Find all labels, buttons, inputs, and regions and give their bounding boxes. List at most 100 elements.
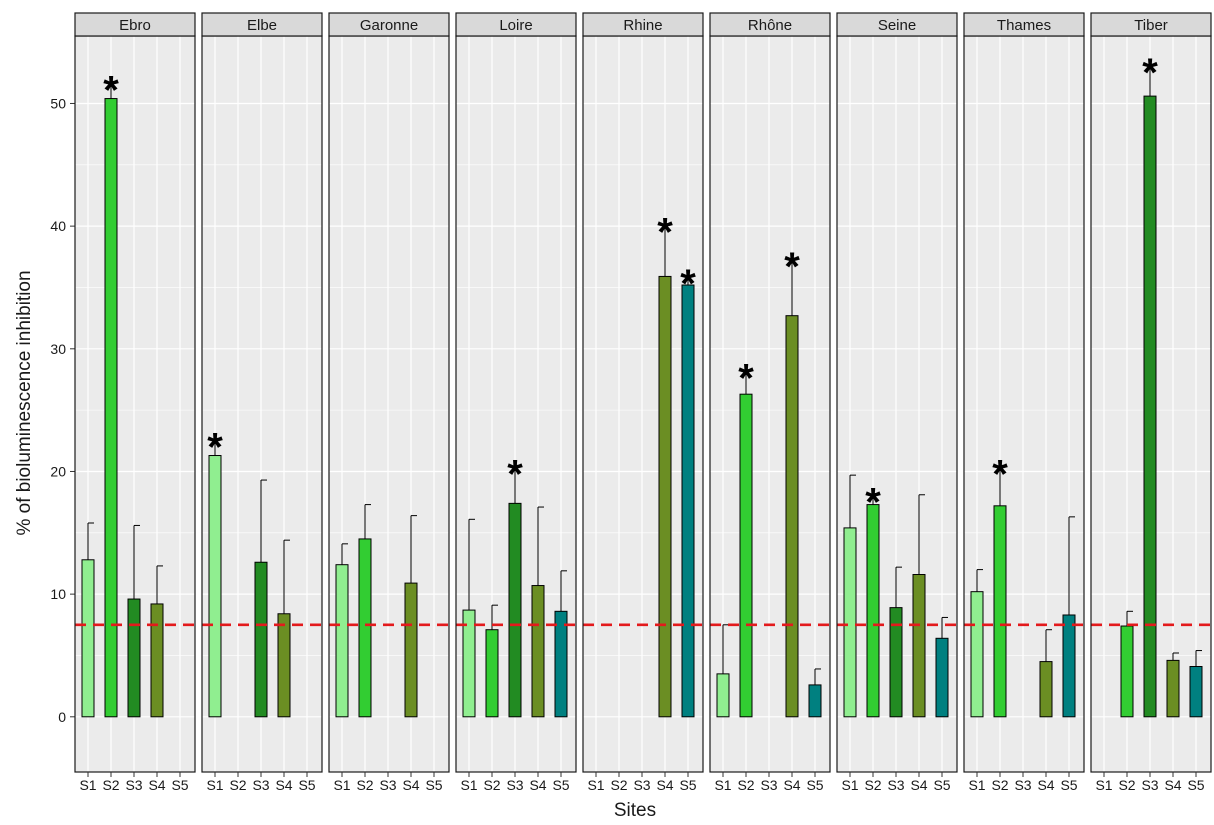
x-tick-label: S2	[991, 777, 1008, 793]
facet-strip-label: Rhône	[748, 17, 792, 34]
significance-marker: *	[784, 245, 800, 289]
x-tick-label: S5	[933, 777, 950, 793]
bar-ebro-s1	[81, 559, 95, 718]
bar-seine-s4	[912, 574, 926, 718]
x-tick-label: S4	[783, 777, 800, 793]
bar-ebro-s3	[127, 598, 141, 718]
x-tick-label: S3	[887, 777, 904, 793]
bar-ebro-s4	[150, 603, 164, 718]
bar-elbe-s1	[208, 455, 222, 718]
y-tick-label: 20	[50, 463, 66, 479]
bar-loire-s5	[554, 610, 568, 718]
facet-tiber: * Tiber S1 S2 S3 S4 S5	[1090, 12, 1212, 793]
bar-seine-s1	[843, 527, 857, 718]
bar-tiber-s5	[1189, 666, 1203, 718]
significance-marker: *	[507, 452, 523, 496]
bar-elbe-s4	[277, 613, 291, 718]
bar-rhône-s2	[739, 393, 753, 718]
bar-thames-s4	[1039, 661, 1053, 718]
bar-loire-s2	[485, 629, 499, 718]
panel-background	[329, 36, 449, 772]
facet-strip	[963, 12, 1085, 37]
facet-strip	[74, 12, 196, 37]
bar-thames-s5	[1062, 614, 1076, 718]
x-tick-label: S4	[402, 777, 419, 793]
bar-rhine-s4	[658, 275, 672, 718]
bar-thames-s1	[970, 591, 984, 718]
facet-elbe: * Elbe S1 S2 S3 S4 S5	[201, 12, 323, 793]
x-tick-label: S3	[1141, 777, 1158, 793]
x-tick-label: S1	[714, 777, 731, 793]
x-tick-label: S1	[333, 777, 350, 793]
x-tick-label: S5	[1187, 777, 1204, 793]
facet-garonne: Garonne S1 S2 S3 S4 S5	[328, 12, 450, 793]
x-tick-label: S5	[171, 777, 188, 793]
significance-marker: *	[657, 211, 673, 255]
facet-strip	[1090, 12, 1212, 37]
x-tick-label: S2	[1118, 777, 1135, 793]
facet-panels: * Ebro S1 S2 S3 S4 S5 * Elbe S1 S2 S3 S4 S5 Garonne S1 S…	[74, 12, 1212, 793]
x-tick-label: S4	[910, 777, 927, 793]
significance-marker: *	[738, 357, 754, 401]
significance-marker: *	[103, 68, 119, 112]
x-tick-label: S5	[298, 777, 315, 793]
x-tick-label: S4	[529, 777, 546, 793]
x-tick-label: S4	[1164, 777, 1181, 793]
facet-strip	[201, 12, 323, 37]
facet-thames: * Thames S1 S2 S3 S4 S5	[963, 12, 1085, 793]
bar-garonne-s4	[404, 582, 418, 718]
facet-strip-label: Garonne	[360, 17, 418, 34]
facet-strip	[709, 12, 831, 37]
x-tick-label: S3	[760, 777, 777, 793]
x-tick-label: S2	[102, 777, 119, 793]
bar-seine-s3	[889, 607, 903, 718]
x-tick-label: S3	[125, 777, 142, 793]
y-tick-label: 50	[50, 95, 66, 111]
facet-strip-label: Elbe	[247, 17, 277, 34]
x-tick-label: S3	[252, 777, 269, 793]
x-tick-label: S1	[460, 777, 477, 793]
bar-tiber-s3	[1143, 95, 1157, 718]
facet-rhine: ** Rhine S1 S2 S3 S4 S5	[582, 12, 704, 793]
x-tick-label: S2	[864, 777, 881, 793]
bar-seine-s5	[935, 637, 949, 718]
bar-rhine-s5	[681, 284, 695, 718]
facet-strip	[455, 12, 577, 37]
x-tick-label: S5	[806, 777, 823, 793]
x-tick-label: S5	[1060, 777, 1077, 793]
bar-garonne-s1	[335, 564, 349, 718]
x-tick-label: S5	[679, 777, 696, 793]
y-tick-label: 0	[58, 709, 66, 725]
x-tick-label: S3	[379, 777, 396, 793]
facet-strip-label: Ebro	[119, 17, 151, 34]
facet-strip-label: Tiber	[1134, 17, 1168, 34]
y-axis: 0 10 20 30 40 50	[50, 95, 75, 725]
bar-rhône-s5	[808, 684, 822, 718]
x-tick-label: S1	[841, 777, 858, 793]
facet-seine: * Seine S1 S2 S3 S4 S5	[836, 12, 958, 793]
facet-strip	[836, 12, 958, 37]
bar-ebro-s2	[104, 98, 118, 718]
x-tick-label: S5	[552, 777, 569, 793]
significance-marker: *	[207, 425, 223, 469]
x-tick-label: S1	[206, 777, 223, 793]
x-tick-label: S1	[1095, 777, 1112, 793]
y-tick-label: 10	[50, 586, 66, 602]
bar-elbe-s3	[254, 561, 268, 718]
x-tick-label: S5	[425, 777, 442, 793]
significance-marker: *	[680, 262, 696, 306]
facet-ebro: * Ebro S1 S2 S3 S4 S5	[74, 12, 196, 793]
x-tick-label: S3	[506, 777, 523, 793]
facet-loire: * Loire S1 S2 S3 S4 S5	[455, 12, 577, 793]
x-tick-label: S4	[148, 777, 165, 793]
x-tick-label: S4	[275, 777, 292, 793]
significance-marker: *	[992, 452, 1008, 496]
significance-marker: *	[865, 481, 881, 525]
x-tick-label: S2	[356, 777, 373, 793]
panel-background	[710, 36, 830, 772]
y-tick-label: 40	[50, 218, 66, 234]
bar-garonne-s2	[358, 538, 372, 718]
bar-rhône-s1	[716, 673, 730, 718]
x-tick-label: S1	[587, 777, 604, 793]
facet-strip	[328, 12, 450, 37]
